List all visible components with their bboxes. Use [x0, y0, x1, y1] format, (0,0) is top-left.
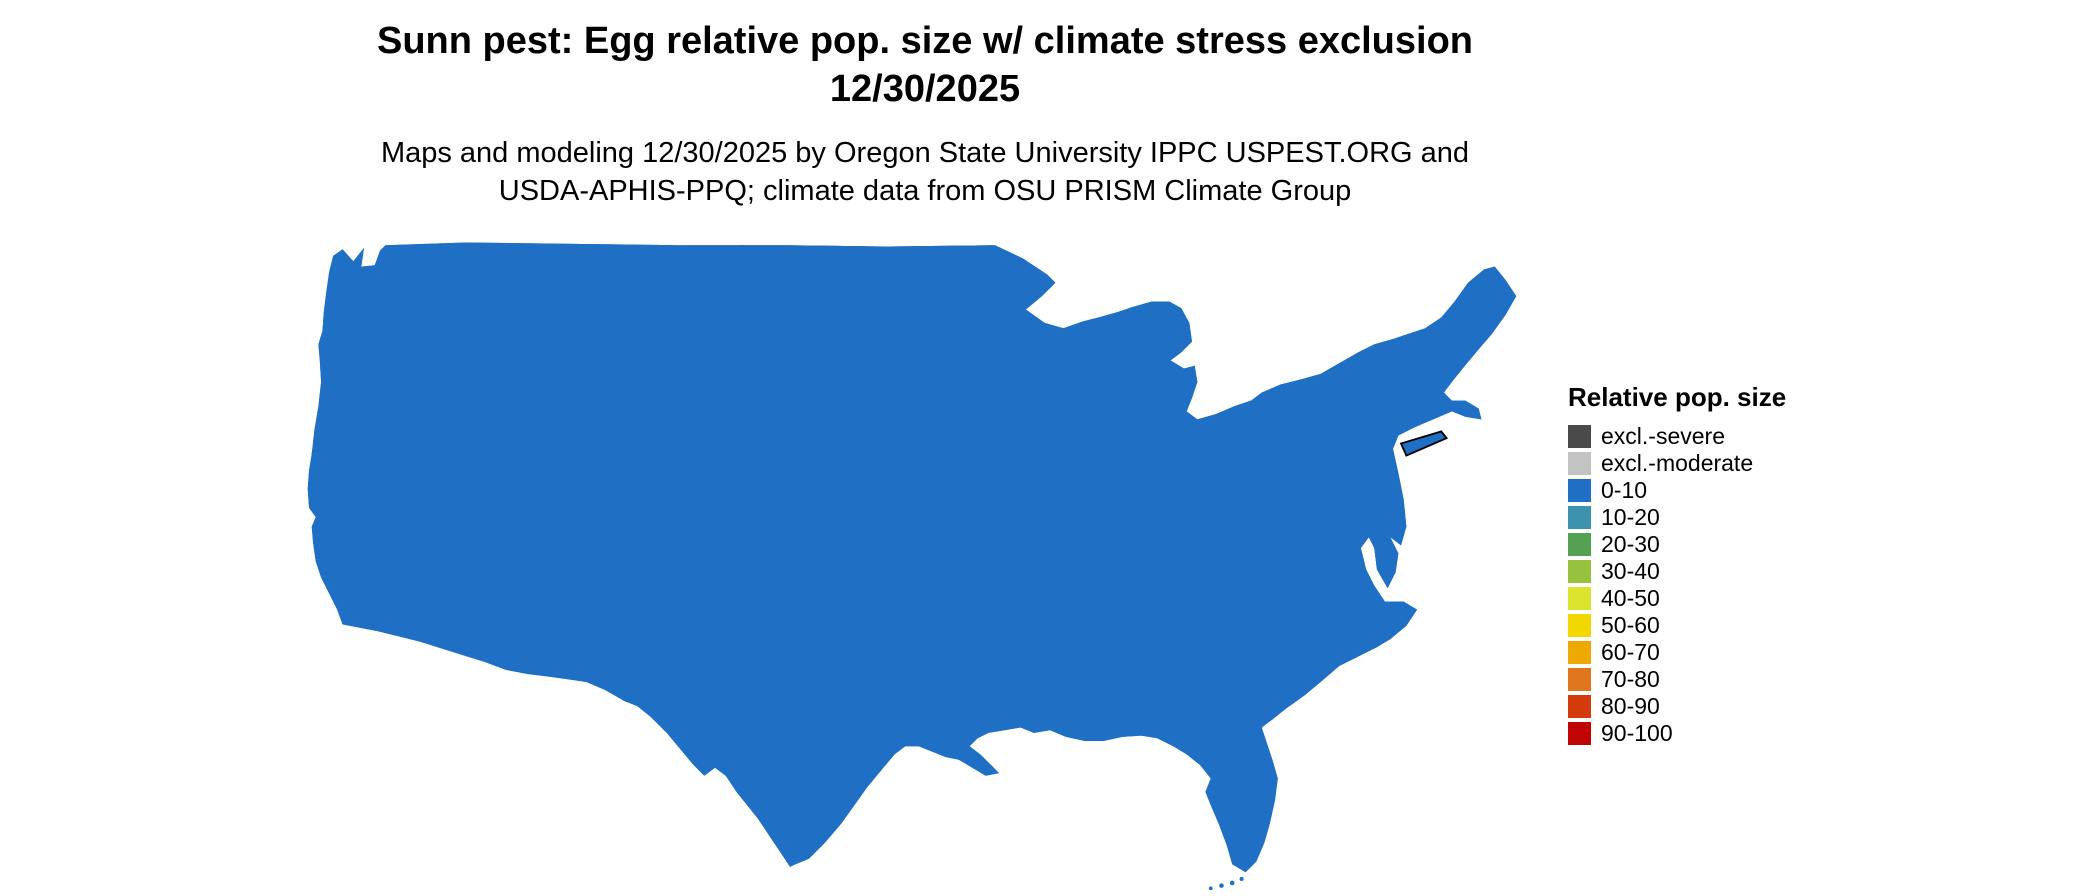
map-subtitle-line2: USDA-APHIS-PPQ; climate data from OSU PR… [498, 174, 1352, 207]
legend-swatch [1568, 614, 1591, 637]
legend-item-label: 20-30 [1601, 531, 1660, 557]
legend-swatch [1568, 452, 1591, 475]
legend-swatch [1568, 695, 1591, 718]
legend-item-label: 50-60 [1601, 612, 1660, 638]
legend-swatch [1568, 479, 1591, 502]
legend-item: 90-100 [1568, 720, 1786, 747]
map-subtitle: Maps and modeling 12/30/2025 by Oregon S… [0, 135, 1850, 210]
us-map [306, 240, 1518, 891]
legend-item: 0-10 [1568, 477, 1786, 504]
legend-item: 30-40 [1568, 558, 1786, 585]
map-title-line1: Sunn pest: Egg relative pop. size w/ cli… [376, 20, 1473, 62]
legend-swatch [1568, 425, 1591, 448]
legend-item: 20-30 [1568, 531, 1786, 558]
legend-item-label: 30-40 [1601, 558, 1660, 584]
legend-item: 10-20 [1568, 504, 1786, 531]
legend-item: 70-80 [1568, 666, 1786, 693]
legend-item: 40-50 [1568, 585, 1786, 612]
legend-item-label: 10-20 [1601, 504, 1660, 530]
legend-item-label: 60-70 [1601, 639, 1660, 665]
legend-swatch [1568, 641, 1591, 664]
legend-item-label: excl.-severe [1601, 423, 1725, 449]
legend-swatch [1568, 722, 1591, 745]
us-map-container [305, 205, 1527, 891]
long-island [1399, 430, 1449, 457]
legend-item-label: 40-50 [1601, 585, 1660, 611]
legend-swatch [1568, 533, 1591, 556]
map-title-line2: 12/30/2025 [829, 67, 1021, 110]
legend-swatch [1568, 560, 1591, 583]
title-block: Sunn pest: Egg relative pop. size w/ cli… [0, 18, 1850, 210]
florida-keys [1208, 876, 1244, 891]
legend-item-label: 0-10 [1601, 477, 1648, 503]
map-subtitle-line1: Maps and modeling 12/30/2025 by Oregon S… [380, 137, 1470, 169]
legend: Relative pop. size excl.-severe excl.-mod… [1568, 382, 1786, 747]
legend-item: 50-60 [1568, 612, 1786, 639]
legend-item-label: excl.-moderate [1601, 450, 1754, 476]
nation-outline [306, 240, 1518, 874]
legend-item: excl.-moderate [1568, 450, 1786, 477]
legend-swatch [1568, 506, 1591, 529]
legend-item: 60-70 [1568, 639, 1786, 666]
legend-title: Relative pop. size [1568, 382, 1787, 412]
legend-items: excl.-severe excl.-moderate 0-10 10-20 20-30… [1568, 423, 1786, 747]
legend-item: 80-90 [1568, 693, 1786, 720]
legend-item-label: 70-80 [1601, 666, 1660, 692]
legend-swatch [1568, 587, 1591, 610]
legend-item-label: 80-90 [1601, 693, 1660, 719]
legend-swatch [1568, 668, 1591, 691]
legend-item-label: 90-100 [1601, 720, 1673, 746]
legend-item: excl.-severe [1568, 423, 1786, 450]
